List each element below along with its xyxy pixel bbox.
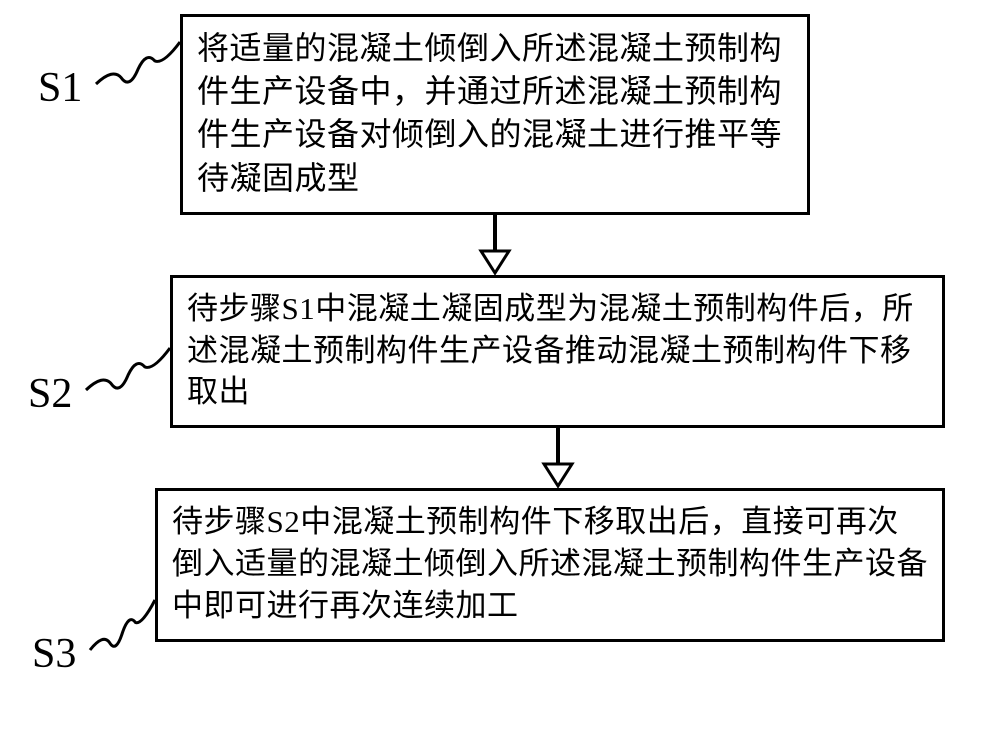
step-text-s3: 待步骤S2中混凝土预制构件下移取出后，直接可再次倒入适量的混凝土倾倒入所述混凝土…	[172, 504, 928, 623]
step-box-s1: 将适量的混凝土倾倒入所述混凝土预制构件生产设备中，并通过所述混凝土预制构件生产设…	[180, 14, 810, 215]
arrow-s2-s3	[170, 428, 945, 488]
arrow-s1-s2	[180, 215, 810, 275]
step-text-s2: 待步骤S1中混凝土凝固成型为混凝土预制构件后，所述混凝土预制构件生产设备推动混凝…	[187, 291, 914, 410]
step-label-s2: S2	[28, 370, 72, 418]
step-box-s2: 待步骤S1中混凝土凝固成型为混凝土预制构件后，所述混凝土预制构件生产设备推动混凝…	[170, 275, 945, 429]
step-text-s1: 将适量的混凝土倾倒入所述混凝土预制构件生产设备中，并通过所述混凝土预制构件生产设…	[197, 30, 782, 196]
flowchart-container: 将适量的混凝土倾倒入所述混凝土预制构件生产设备中，并通过所述混凝土预制构件生产设…	[180, 14, 970, 642]
step-label-s3: S3	[32, 630, 76, 678]
step-label-s1: S1	[38, 64, 82, 112]
step-box-s3: 待步骤S2中混凝土预制构件下移取出后，直接可再次倒入适量的混凝土倾倒入所述混凝土…	[155, 488, 945, 642]
